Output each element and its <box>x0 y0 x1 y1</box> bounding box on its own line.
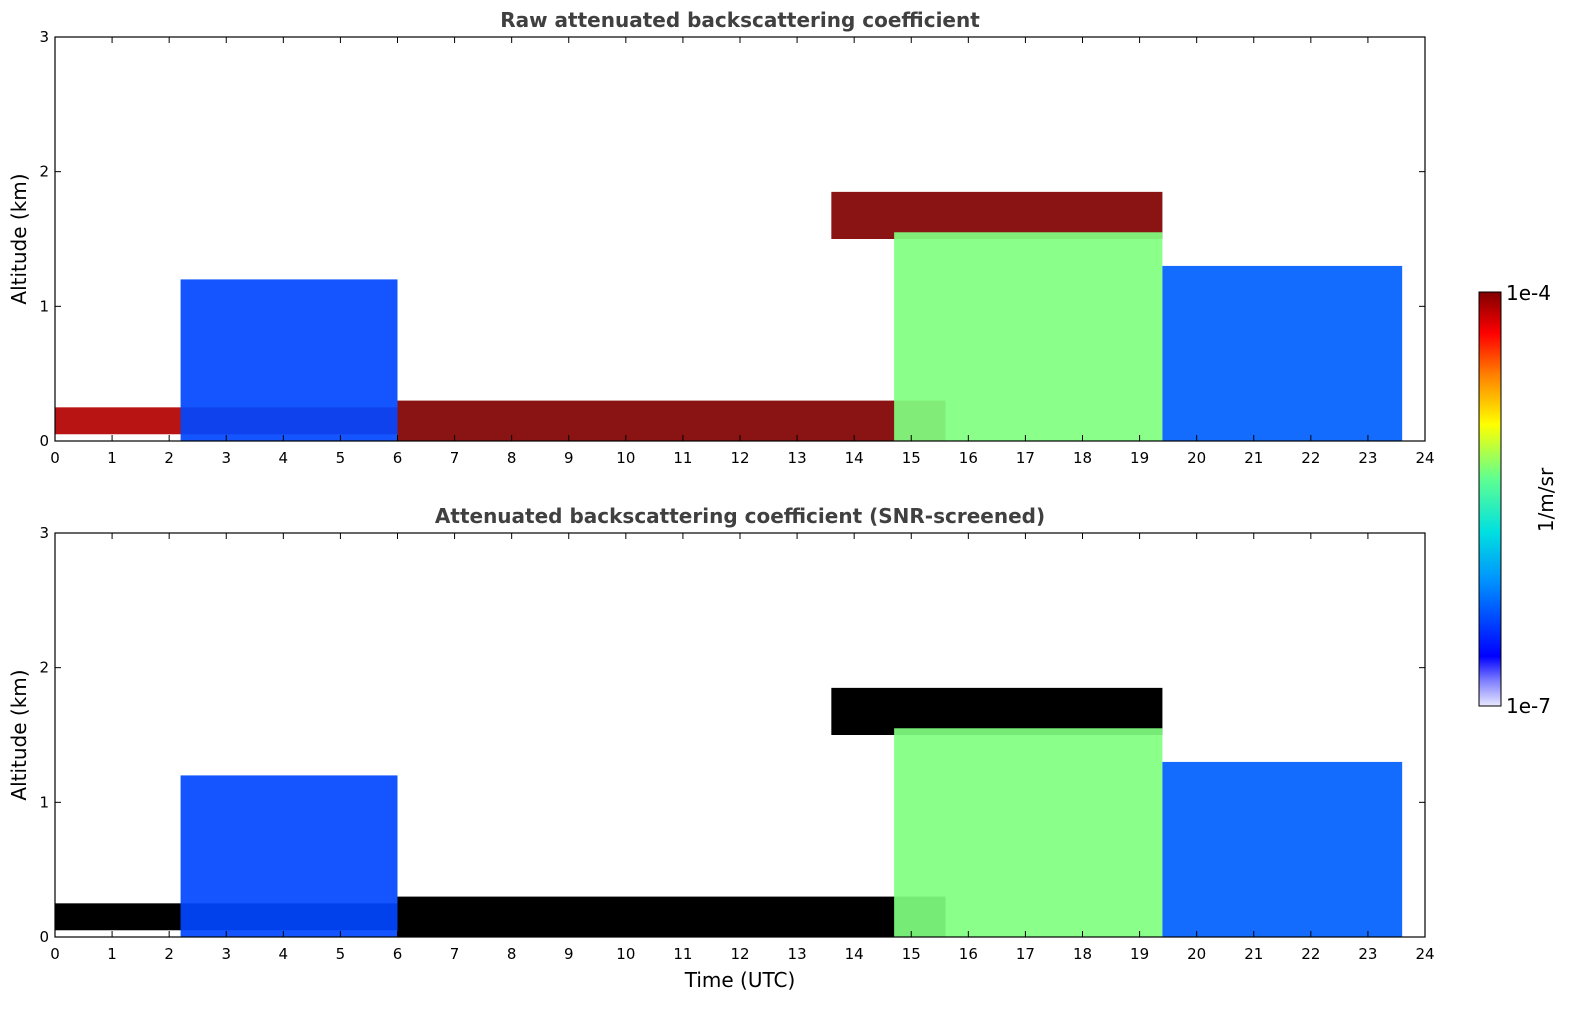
colorbar <box>1478 291 1502 707</box>
panel2-ylabel: Altitude (km) <box>7 669 31 800</box>
x-tick-label: 0 <box>50 449 60 467</box>
x-tick-label: 11 <box>673 945 692 963</box>
panel1-ylabel: Altitude (km) <box>7 173 31 304</box>
x-tick-label: 7 <box>450 945 460 963</box>
panel1-heatmap <box>55 191 1403 441</box>
panel2-axes: 0 1 2 3 4 5 6 7 8 9 10 11 12 13 14 15 16 17 18 19 20 21 22 23 24… <box>39 524 1434 963</box>
x-tick-label: 6 <box>393 449 403 467</box>
layer-boundary-layer <box>397 400 946 441</box>
x-tick-label: 2 <box>164 945 174 963</box>
x-tick-label: 12 <box>730 449 749 467</box>
panel1-title: Raw attenuated backscattering coefficien… <box>500 8 980 32</box>
x-tick-label: 5 <box>336 449 346 467</box>
x-tick-label: 18 <box>1073 449 1092 467</box>
colorbar-min-label: 1e-7 <box>1506 694 1551 718</box>
x-tick-label: 6 <box>393 945 403 963</box>
x-tick-label: 3 <box>221 449 231 467</box>
x-tick-label: 8 <box>507 945 517 963</box>
x-tick-label: 4 <box>279 945 289 963</box>
x-tick-label: 2 <box>164 449 174 467</box>
x-tick-label: 22 <box>1301 449 1320 467</box>
x-tick-label: 19 <box>1130 945 1149 963</box>
x-tick-label: 21 <box>1244 449 1263 467</box>
x-tick-label: 7 <box>450 449 460 467</box>
x-tick-label: 13 <box>788 945 807 963</box>
x-tick-label: 23 <box>1358 449 1377 467</box>
layer-evening-aerosol <box>1162 761 1403 937</box>
x-tick-label: 17 <box>1016 449 1035 467</box>
layer-cloud-layer <box>831 191 1163 239</box>
x-tick-label: 18 <box>1073 945 1092 963</box>
x-tick-label: 16 <box>959 945 978 963</box>
layer-cloud-layer <box>831 687 1163 735</box>
panel2-heatmap <box>55 687 1403 937</box>
x-tick-label: 22 <box>1301 945 1320 963</box>
x-tick-label: 14 <box>845 449 864 467</box>
x-tick-label: 20 <box>1187 449 1206 467</box>
panel2-xlabel: Time (UTC) <box>684 968 796 992</box>
layer-nighttime-aerosol <box>180 279 398 441</box>
y-tick-label: 3 <box>39 28 49 46</box>
y-tick-label: 1 <box>39 297 49 315</box>
layer-boundary-layer <box>397 896 946 937</box>
y-tick-label: 3 <box>39 524 49 542</box>
layer-nighttime-aerosol <box>180 775 398 937</box>
colorbar-max-label: 1e-4 <box>1506 281 1551 305</box>
x-tick-label: 11 <box>673 449 692 467</box>
y-tick-label: 2 <box>39 163 49 181</box>
x-tick-label: 1 <box>107 449 117 467</box>
x-tick-label: 19 <box>1130 449 1149 467</box>
x-tick-label: 3 <box>221 945 231 963</box>
y-tick-label: 2 <box>39 659 49 677</box>
x-tick-label: 23 <box>1358 945 1377 963</box>
x-tick-label: 8 <box>507 449 517 467</box>
x-tick-label: 21 <box>1244 945 1263 963</box>
y-tick-label: 0 <box>39 432 49 450</box>
layer-precipitation <box>894 728 1163 937</box>
x-tick-label: 10 <box>616 449 635 467</box>
x-tick-label: 1 <box>107 945 117 963</box>
x-tick-label: 20 <box>1187 945 1206 963</box>
layer-evening-aerosol <box>1162 265 1403 441</box>
x-tick-label: 9 <box>564 945 574 963</box>
x-tick-label: 14 <box>845 945 864 963</box>
x-tick-label: 15 <box>902 449 921 467</box>
layer-precipitation <box>894 232 1163 441</box>
y-tick-label: 0 <box>39 928 49 946</box>
x-tick-label: 9 <box>564 449 574 467</box>
y-tick-label: 1 <box>39 793 49 811</box>
panel1-axes: 0 1 2 3 4 5 6 7 8 9 10 11 12 13 14 15 16 17 18 19 20 21 22 23 24… <box>39 28 1434 467</box>
x-tick-label: 4 <box>279 449 289 467</box>
x-tick-label: 0 <box>50 945 60 963</box>
x-tick-label: 12 <box>730 945 749 963</box>
x-tick-label: 13 <box>788 449 807 467</box>
x-tick-label: 10 <box>616 945 635 963</box>
colorbar-label: 1/m/sr <box>1534 467 1558 532</box>
x-tick-label: 5 <box>336 945 346 963</box>
x-tick-label: 16 <box>959 449 978 467</box>
x-tick-label: 24 <box>1415 945 1434 963</box>
panel2-title: Attenuated backscattering coefficient (S… <box>435 504 1045 528</box>
x-tick-label: 17 <box>1016 945 1035 963</box>
x-tick-label: 15 <box>902 945 921 963</box>
x-tick-label: 24 <box>1415 449 1434 467</box>
